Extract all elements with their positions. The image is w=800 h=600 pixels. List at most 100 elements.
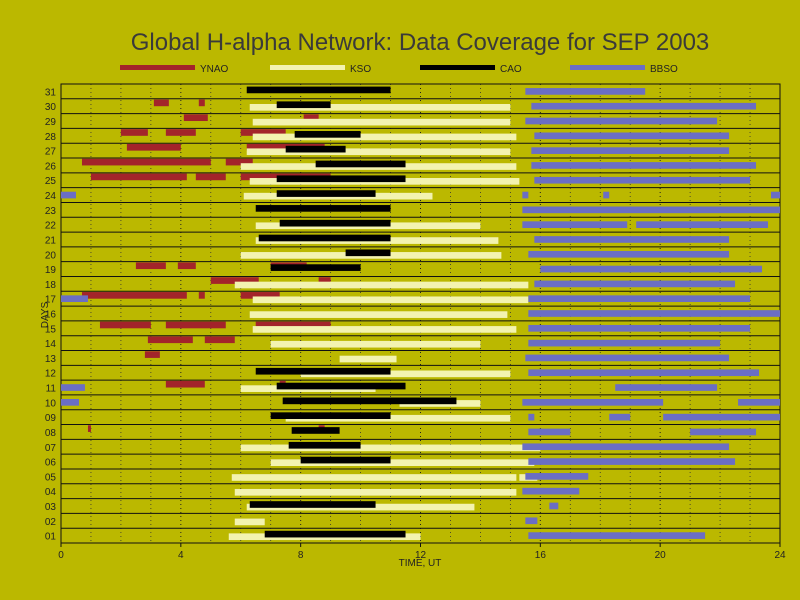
day-tick-14: 14 — [45, 339, 57, 350]
day-tick-12: 12 — [45, 369, 57, 380]
bar-bbso-day-14 — [528, 339, 721, 347]
bar-ynao-day-18 — [210, 277, 259, 284]
bar-kso-day-2 — [234, 518, 265, 526]
day-tick-23: 23 — [45, 206, 57, 217]
legend-swatch-cao — [420, 65, 495, 70]
day-tick-17: 17 — [45, 295, 57, 306]
bar-bbso-day-20 — [528, 250, 730, 258]
bar-kso-day-18 — [234, 281, 529, 289]
bar-ynao-day-25 — [90, 173, 187, 181]
bar-bbso-day-10 — [738, 399, 780, 406]
bar-bbso-day-22 — [522, 221, 628, 228]
bar-kso-day-12 — [300, 370, 511, 378]
bar-ynao-day-29 — [183, 114, 208, 122]
day-tick-01: 01 — [45, 532, 57, 543]
day-tick-30: 30 — [45, 102, 57, 113]
bar-cao-day-28 — [294, 131, 361, 138]
bar-bbso-day-29 — [525, 117, 718, 125]
bar-bbso-day-30 — [531, 102, 757, 110]
legend-swatch-ynao — [120, 65, 195, 70]
bar-cao-day-8 — [291, 427, 340, 434]
legend-swatch-kso — [270, 65, 345, 70]
bar-cao-day-22 — [279, 219, 391, 227]
bar-cao-day-12 — [255, 367, 391, 375]
bar-bbso-day-17 — [528, 295, 751, 303]
bar-bbso-day-31 — [525, 88, 646, 95]
bar-bbso-day-24 — [522, 191, 529, 199]
day-tick-04: 04 — [45, 487, 57, 498]
bar-bbso-day-9 — [663, 413, 780, 421]
plot-area: 0102030405060708091011121314151617181920… — [45, 83, 786, 561]
bar-bbso-day-21 — [534, 236, 730, 243]
bar-ynao-day-25 — [195, 173, 226, 181]
bar-bbso-day-8 — [690, 428, 757, 436]
bar-ynao-day-26 — [225, 158, 253, 166]
day-tick-18: 18 — [45, 280, 57, 291]
bar-kso-day-28 — [252, 133, 517, 141]
bar-bbso-day-9 — [528, 413, 535, 421]
bar-bbso-day-2 — [525, 517, 538, 525]
chart-title: Global H-alpha Network: Data Coverage fo… — [131, 29, 710, 56]
bar-bbso-day-6 — [528, 458, 736, 465]
bar-bbso-day-15 — [528, 324, 751, 332]
bar-bbso-day-28 — [534, 132, 730, 140]
day-tick-07: 07 — [45, 443, 57, 454]
bar-ynao-day-19 — [135, 262, 166, 270]
bar-cao-day-11 — [276, 382, 406, 390]
bar-cao-day-27 — [285, 145, 346, 153]
bar-cao-day-21 — [258, 234, 391, 242]
bar-bbso-day-26 — [531, 162, 757, 169]
bar-bbso-day-11 — [61, 384, 85, 391]
bar-ynao-day-15 — [99, 321, 151, 329]
bar-kso-day-15 — [252, 326, 517, 333]
bar-ynao-day-28 — [240, 129, 286, 136]
bar-cao-day-31 — [246, 86, 391, 94]
x-tick-20: 20 — [655, 550, 667, 561]
legend-label-cao: CAO — [500, 64, 522, 75]
day-tick-22: 22 — [45, 221, 57, 232]
bar-ynao-day-18 — [318, 277, 331, 284]
bar-bbso-day-24 — [61, 191, 76, 199]
day-tick-26: 26 — [45, 161, 57, 172]
day-tick-02: 02 — [45, 517, 57, 528]
bar-cao-day-7 — [288, 441, 361, 449]
bar-kso-day-17 — [252, 296, 529, 304]
bar-ynao-day-17 — [240, 292, 280, 299]
bar-bbso-day-22 — [636, 221, 769, 228]
bar-kso-day-16 — [249, 311, 508, 318]
day-tick-29: 29 — [45, 117, 57, 128]
bar-cao-day-26 — [315, 160, 406, 168]
bar-bbso-day-11 — [615, 384, 718, 391]
bar-kso-day-13 — [339, 355, 397, 363]
bar-bbso-day-17 — [61, 295, 88, 303]
bar-cao-day-19 — [270, 264, 361, 271]
x-tick-24: 24 — [774, 550, 786, 561]
day-tick-20: 20 — [45, 250, 57, 261]
day-tick-16: 16 — [45, 310, 57, 321]
bar-bbso-day-23 — [522, 206, 780, 214]
bar-bbso-day-25 — [534, 176, 751, 184]
bar-kso-day-9 — [285, 414, 511, 422]
bar-bbso-day-24 — [771, 191, 780, 199]
bar-bbso-day-4 — [522, 487, 580, 495]
bar-ynao-day-11 — [165, 380, 205, 388]
day-tick-25: 25 — [45, 176, 57, 187]
bar-cao-day-6 — [300, 456, 391, 464]
day-tick-21: 21 — [45, 235, 57, 246]
bar-ynao-day-29 — [303, 114, 319, 122]
bar-ynao-day-30 — [153, 99, 169, 107]
x-tick-0: 0 — [58, 550, 64, 561]
bar-cao-day-25 — [276, 175, 406, 183]
bar-cao-day-1 — [264, 530, 406, 538]
bar-cao-day-24 — [276, 190, 376, 197]
bar-ynao-day-30 — [198, 99, 205, 107]
bar-ynao-day-28 — [165, 129, 196, 136]
x-tick-12: 12 — [415, 550, 427, 561]
legend-label-bbso: BBSO — [650, 64, 678, 75]
day-tick-11: 11 — [46, 384, 57, 395]
legend-swatch-bbso — [570, 65, 645, 70]
day-tick-15: 15 — [45, 324, 57, 335]
bar-cao-day-23 — [255, 205, 391, 212]
bar-bbso-day-16 — [528, 310, 780, 317]
